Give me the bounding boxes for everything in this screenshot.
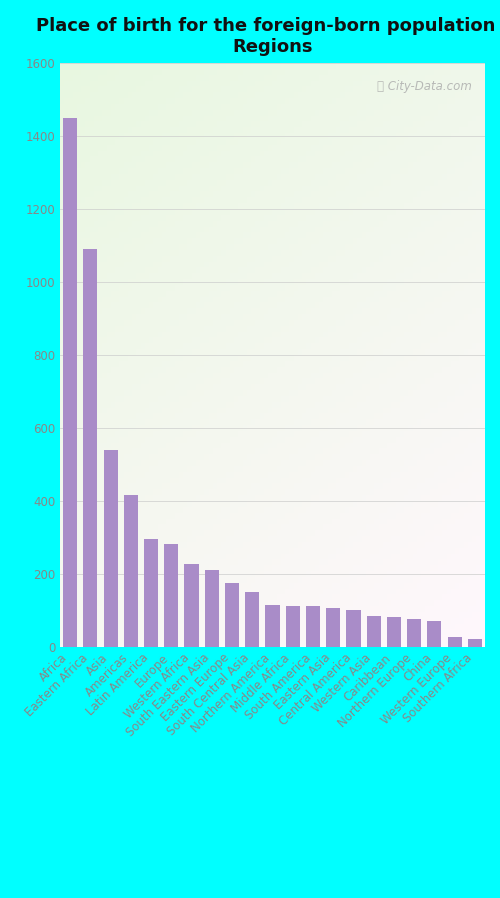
Bar	[225, 583, 239, 647]
Bar	[245, 592, 260, 647]
Bar	[306, 606, 320, 647]
Bar	[204, 570, 219, 647]
Title: Place of birth for the foreign-born population -
Regions: Place of birth for the foreign-born popu…	[36, 17, 500, 56]
Bar	[468, 639, 482, 647]
Bar	[366, 615, 381, 647]
Text: Ⓢ City-Data.com: Ⓢ City-Data.com	[378, 80, 472, 93]
Bar	[184, 565, 198, 647]
Bar	[387, 618, 401, 647]
Bar	[164, 544, 178, 647]
Bar	[346, 610, 360, 647]
Bar	[448, 638, 462, 647]
Bar	[428, 621, 442, 647]
Bar	[407, 620, 421, 647]
Bar	[266, 604, 280, 647]
Bar	[286, 606, 300, 647]
Bar	[84, 249, 98, 647]
Bar	[104, 450, 118, 647]
Bar	[326, 608, 340, 647]
Bar	[144, 539, 158, 647]
Bar	[124, 495, 138, 647]
Bar	[63, 118, 77, 647]
